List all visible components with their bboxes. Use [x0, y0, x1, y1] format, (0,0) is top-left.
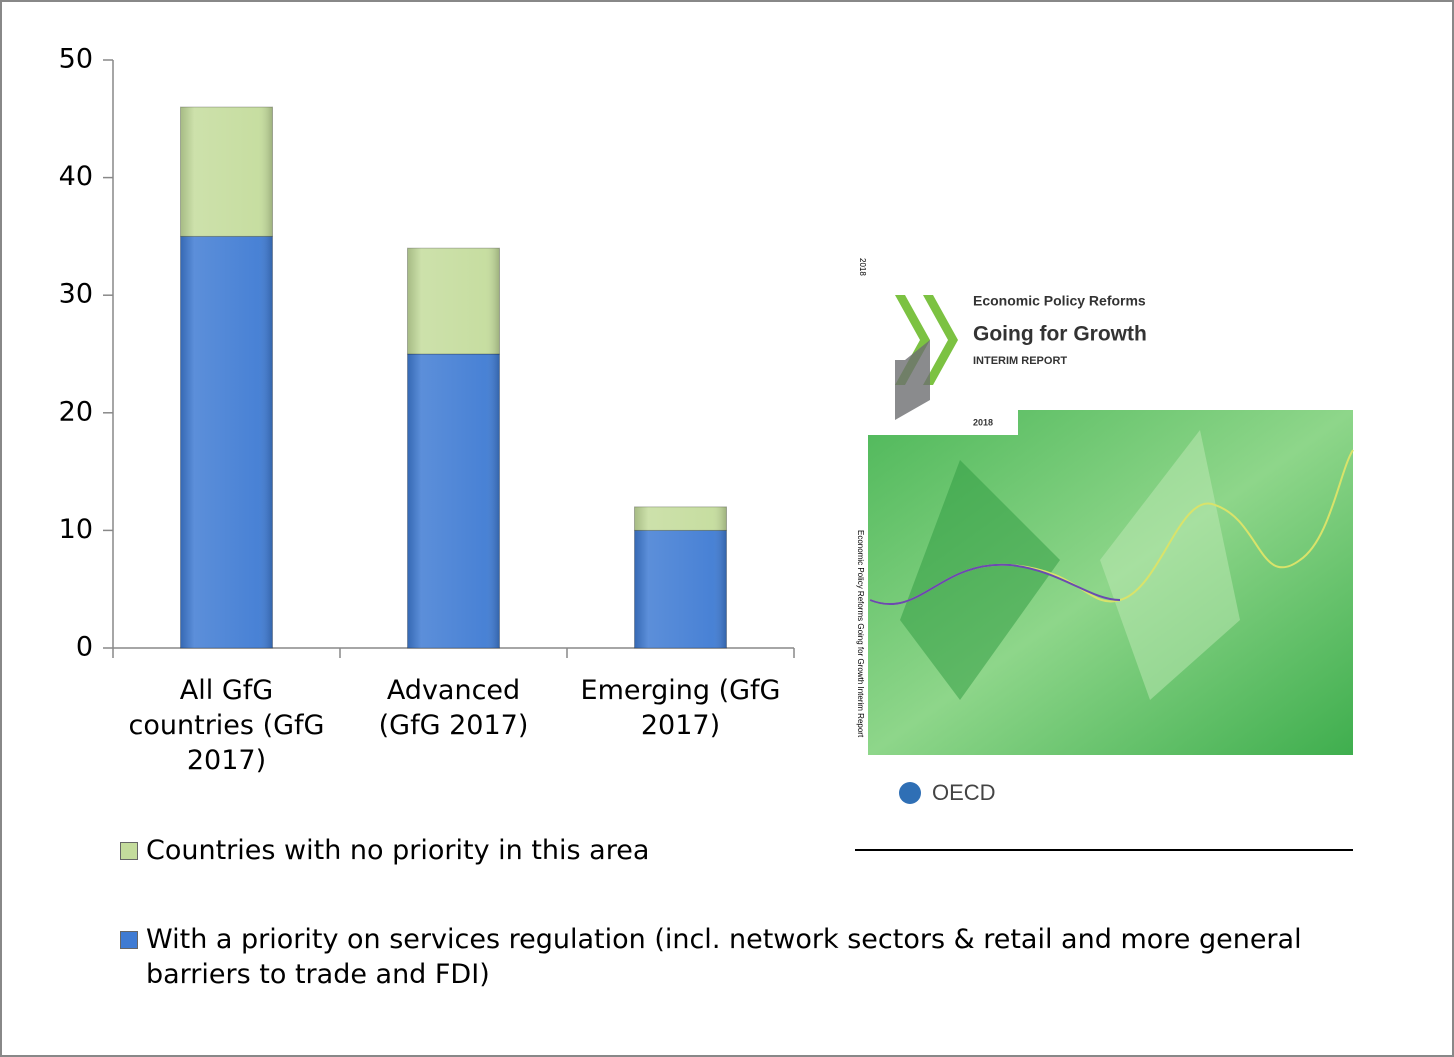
legend-label: With a priority on services regulation (… [146, 922, 1320, 992]
cover-series: Economic Policy Reforms [973, 293, 1146, 309]
cover-year: 2018 [973, 417, 993, 427]
x-tick-label: Advanced (GfG 2017) [354, 673, 554, 743]
legend-swatch [120, 842, 138, 860]
bar-segment [181, 107, 273, 236]
cover-publisher: OECD [932, 780, 996, 805]
bar-segment [408, 354, 500, 648]
oecd-globe [899, 782, 921, 804]
cover-title: Going for Growth [973, 323, 1147, 346]
legend-item: Countries with no priority in this area [120, 833, 1320, 868]
legend-label: Countries with no priority in this area [146, 833, 649, 868]
cover-subtitle: INTERIM REPORT [973, 355, 1067, 367]
legend-item: With a priority on services regulation (… [120, 922, 1320, 992]
bar-segment [635, 507, 727, 531]
cover-image: 2018 Economic Policy Reforms Going for G… [855, 200, 1353, 850]
cover-spine: Economic Policy Reforms Going for Growth… [856, 530, 865, 738]
x-tick-label: All GfG countries (GfG 2017) [127, 673, 327, 778]
y-tick-label: 10 [59, 514, 93, 545]
y-tick-label: 30 [59, 279, 93, 310]
x-tick-label: Emerging (GfG 2017) [581, 673, 781, 743]
cover-year: 2018 [858, 258, 867, 276]
y-tick-label: 40 [59, 161, 93, 192]
page: 0 10 20 30 40 50 2018 Economic Policy Reforms… [0, 0, 1454, 1057]
bar-segment [635, 530, 727, 648]
legend-swatch [120, 931, 138, 949]
y-tick-label: 20 [59, 396, 93, 427]
cover-art [868, 410, 1018, 435]
chart: 0 10 20 30 40 50 2018 Economic Policy Reforms… [0, 0, 1454, 1057]
bar-segment [408, 248, 500, 354]
y-tick-label: 0 [76, 632, 93, 663]
y-tick-label: 50 [59, 44, 93, 75]
bar-segment [181, 236, 273, 648]
